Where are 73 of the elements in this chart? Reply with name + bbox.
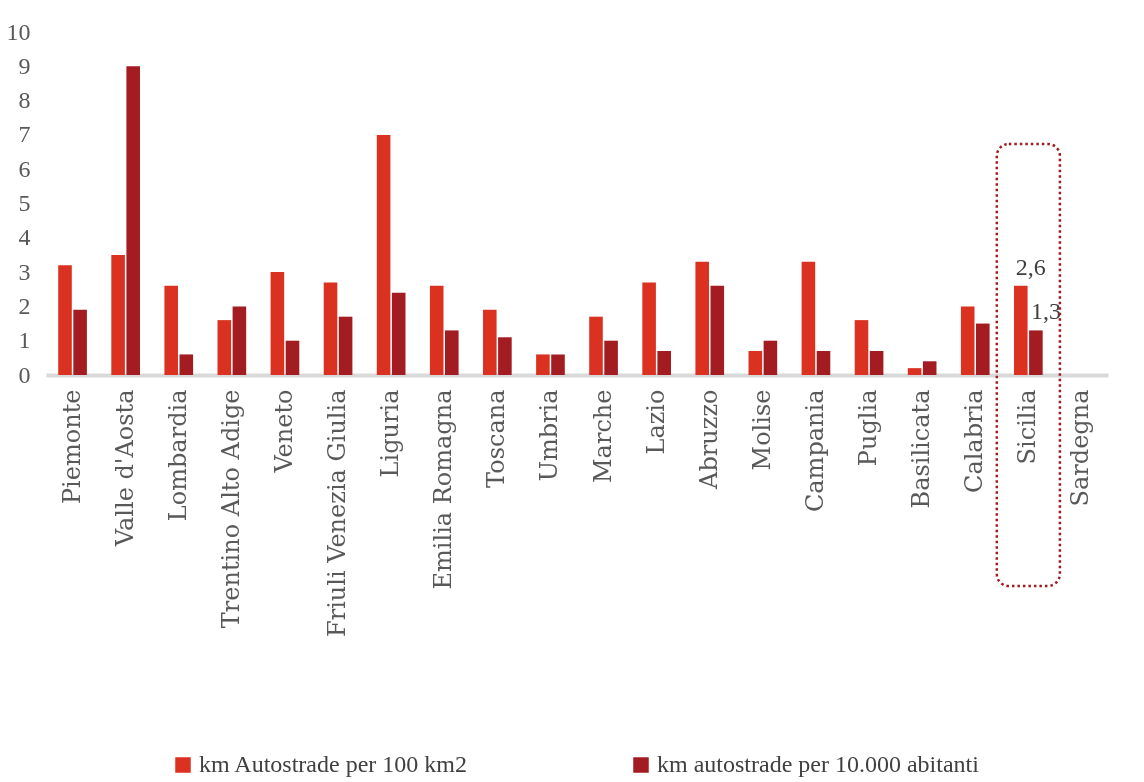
bar — [816, 350, 831, 375]
x-tick-label: Emilia Romagna — [429, 389, 458, 590]
x-tick-label: Veneto — [269, 389, 298, 474]
y-tick-label: 2 — [18, 292, 31, 319]
y-tick-label: 8 — [18, 87, 31, 114]
bar — [498, 337, 512, 375]
bar — [657, 350, 671, 375]
y-tick-label: 4 — [18, 224, 31, 251]
data-label: 2,6 — [1015, 253, 1046, 280]
bar — [217, 320, 232, 375]
x-tick-label: Lombardia — [163, 389, 192, 522]
x-tick-label: Abruzzo — [694, 389, 723, 490]
x-tick-label: Calabria — [960, 389, 989, 493]
y-tick-label: 0 — [18, 361, 31, 388]
bar — [960, 306, 975, 375]
x-tick-label: Umbria — [535, 389, 564, 482]
y-tick-label: 7 — [18, 121, 31, 148]
bar — [445, 330, 459, 375]
x-tick-label: Valle d'Aosta — [110, 389, 139, 548]
x-tick-label: Molise — [747, 389, 776, 471]
bar — [391, 292, 406, 375]
x-tick-label: Sicilia — [1013, 389, 1042, 465]
bar — [869, 350, 884, 375]
x-tick-label: Toscana — [482, 389, 511, 488]
bar — [323, 282, 338, 375]
bar — [270, 272, 285, 375]
x-tick-label: Piemonte — [57, 389, 86, 505]
y-tick-label: 10 — [6, 18, 31, 45]
bar — [1014, 285, 1028, 375]
bar — [338, 316, 353, 375]
bar — [376, 134, 391, 375]
bar — [642, 282, 656, 375]
bar — [164, 285, 178, 375]
bar — [695, 261, 709, 375]
y-tick-label: 3 — [18, 258, 31, 285]
bar — [763, 340, 778, 375]
x-tick-label: Marche — [588, 389, 617, 483]
x-tick-label: Campania — [800, 389, 829, 513]
bar — [1029, 330, 1043, 375]
bar — [589, 316, 603, 375]
y-tick-label: 1 — [18, 327, 31, 354]
x-tick-label: Puglia — [854, 389, 883, 467]
bar — [285, 340, 300, 375]
bar — [748, 350, 763, 375]
legend-label: km autostrade per 10.000 abitanti — [657, 751, 980, 777]
bar — [58, 265, 72, 375]
y-tick-label: 9 — [18, 52, 31, 79]
bar — [126, 66, 140, 375]
y-tick-label: 6 — [18, 155, 31, 182]
data-label: 1,3 — [1030, 298, 1061, 325]
x-tick-label: Basilicata — [907, 389, 936, 509]
bar — [536, 354, 550, 375]
x-tick-label: Liguria — [376, 389, 405, 478]
y-tick-label: 5 — [18, 190, 31, 216]
x-tick-label: Trentino Alto Adige — [216, 389, 245, 629]
bar — [907, 368, 922, 375]
bar — [429, 285, 444, 375]
x-tick-label: Lazio — [641, 389, 670, 455]
bar — [111, 254, 125, 375]
bar — [73, 309, 87, 375]
x-tick-label: Friuli Venezia Giulia — [323, 389, 352, 637]
bar — [551, 354, 565, 375]
bar — [976, 323, 990, 375]
bar — [922, 361, 937, 375]
legend-label: km Autostrade per 100 km2 — [199, 751, 467, 777]
bar — [604, 340, 618, 375]
bar — [710, 285, 725, 375]
bar — [801, 261, 816, 375]
x-tick-label: Sardegna — [1066, 389, 1095, 507]
bar — [483, 309, 497, 375]
bar — [232, 306, 247, 375]
bar — [179, 354, 194, 375]
bar — [854, 320, 869, 375]
